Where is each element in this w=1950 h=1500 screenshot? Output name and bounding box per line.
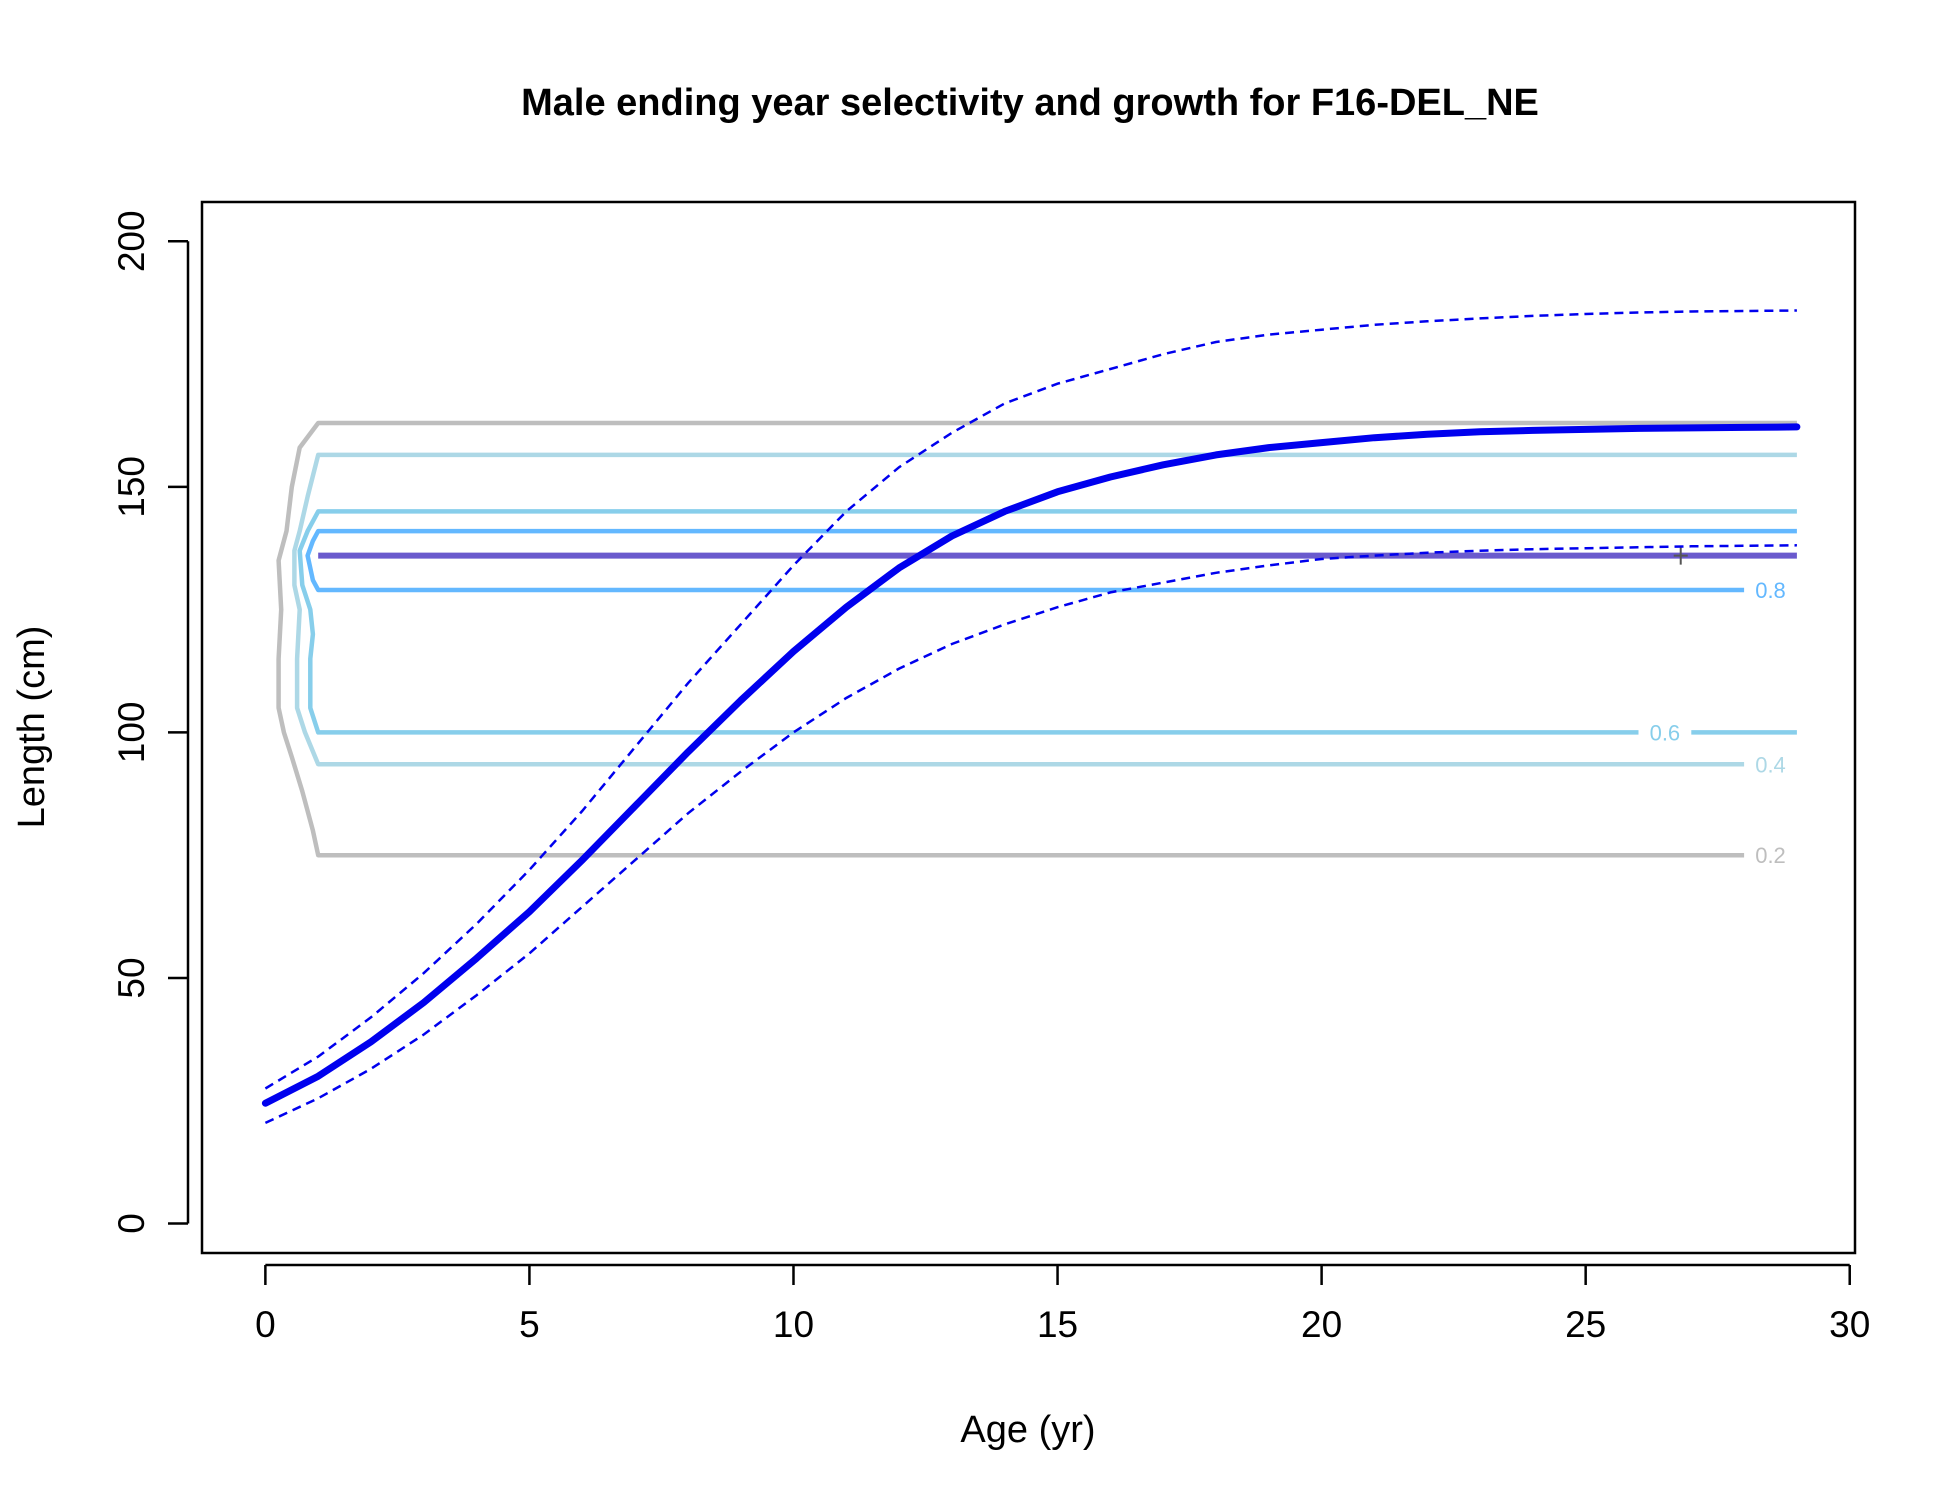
growth-lower-interval [264,544,1797,1125]
x-axis-label: Age (yr) [960,1409,1095,1451]
contour-line-0-4 [292,452,1797,767]
x-axis: 0 5 10 15 20 25 30 [255,1263,1870,1345]
y-axis: 0 50 100 150 200 [111,210,190,1234]
y-tick-label: 100 [111,702,152,764]
x-tick-label: 5 [519,1304,540,1345]
x-tick-label: 10 [773,1304,814,1345]
contour-line-0-8 [305,528,1797,593]
peak-marker [1673,546,1688,565]
selectivity-contours: 0.2 0.4 0.6 0.8 [276,420,1797,868]
x-tick-label: 30 [1829,1304,1870,1345]
growth-mean-line [261,423,1801,1107]
y-tick-label: 0 [111,1213,152,1234]
chart-title: Male ending year selectivity and growth … [521,82,1539,124]
contour-label: 0.6 [1650,720,1681,745]
plot-frame [200,200,1857,1255]
growth-upper-interval [264,309,1797,1090]
contour-line-0-2 [276,420,1797,858]
contour-label: 0.4 [1755,752,1786,777]
x-tick-label: 0 [255,1304,276,1345]
y-axis-label: Length (cm) [11,626,53,829]
growth-curves [261,309,1801,1125]
x-tick-label: 15 [1037,1304,1078,1345]
y-tick-label: 150 [111,456,152,518]
contour-label: 0.2 [1755,843,1786,868]
contour-label: 0.8 [1755,578,1786,603]
contour-line-0-6 [297,509,1797,735]
y-tick-label: 200 [111,210,152,272]
y-tick-label: 50 [111,957,152,998]
x-tick-label: 20 [1301,1304,1342,1345]
x-tick-label: 25 [1565,1304,1606,1345]
